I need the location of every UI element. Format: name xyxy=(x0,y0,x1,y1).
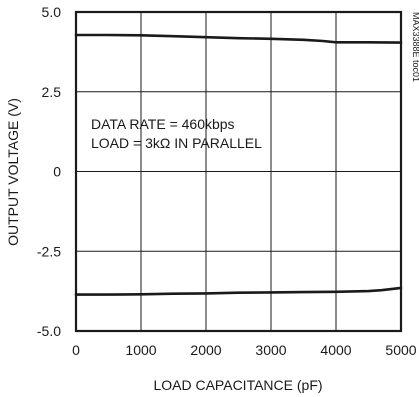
x-axis-label: LOAD CAPACITANCE (pF) xyxy=(153,377,322,393)
y-tick-label: -5.0 xyxy=(37,323,61,339)
x-tick-label: 4000 xyxy=(320,342,351,358)
series-line-1 xyxy=(74,286,403,296)
series-lines xyxy=(74,33,403,296)
y-tick-label: -2.5 xyxy=(37,243,61,259)
grid-lines xyxy=(76,12,401,331)
annotation-data-rate: DATA RATE = 460kbps xyxy=(91,116,235,132)
figure-id-watermark: MAX3388E toc01 xyxy=(411,12,419,82)
plot-frame xyxy=(74,10,403,333)
x-tick-labels: 0 1000 2000 3000 4000 5000 xyxy=(72,342,417,358)
y-axis-label: OUTPUT VOLTAGE (V) xyxy=(5,98,21,246)
x-tick-label: 3000 xyxy=(255,342,286,358)
y-tick-label: 5.0 xyxy=(42,4,62,20)
annotation-load: LOAD = 3kΩ IN PARALLEL xyxy=(91,135,262,151)
x-tick-label: 1000 xyxy=(125,342,156,358)
y-tick-label: 0 xyxy=(53,164,61,180)
series-line-0 xyxy=(74,33,403,44)
y-tick-labels: 5.0 2.5 0 -2.5 -5.0 xyxy=(37,4,61,339)
x-tick-label: 5000 xyxy=(385,342,416,358)
x-tick-label: 2000 xyxy=(190,342,221,358)
y-tick-label: 2.5 xyxy=(42,84,62,100)
x-tick-label: 0 xyxy=(72,342,80,358)
